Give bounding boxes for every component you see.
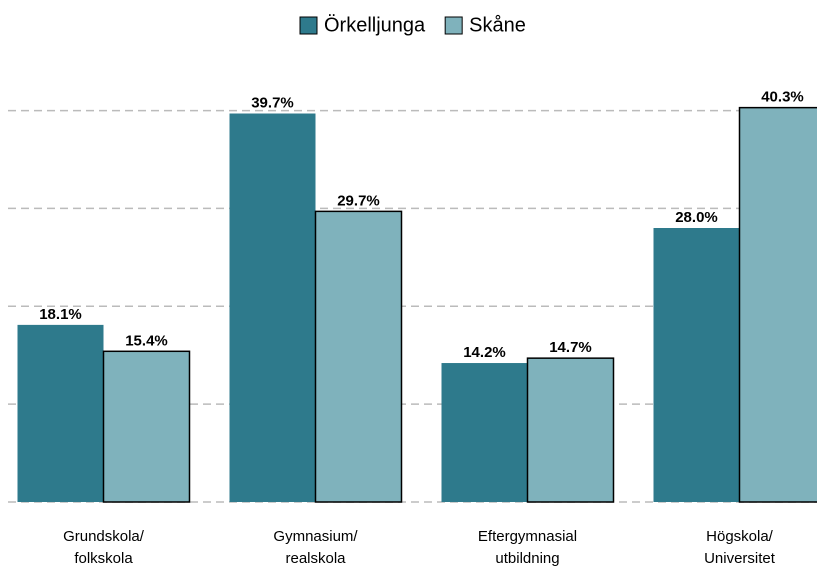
bar	[17, 324, 104, 502]
value-label: 14.7%	[549, 339, 592, 356]
legend-swatch	[299, 16, 318, 35]
x-tick-label: Grundskola/ folkskola	[63, 528, 144, 567]
bar	[441, 363, 528, 502]
bar	[102, 350, 191, 503]
value-label: 29.7%	[337, 192, 380, 209]
value-label: 28.0%	[675, 209, 718, 226]
legend-label: Örkelljunga	[324, 14, 426, 36]
value-label: 18.1%	[39, 306, 82, 323]
legend-label: Skåne	[469, 14, 526, 36]
bar	[653, 228, 740, 502]
value-label: 14.2%	[463, 344, 506, 361]
bar	[314, 210, 403, 503]
bar	[526, 357, 615, 503]
x-tick-label: Högskola/ Universitet	[704, 528, 775, 567]
bar	[229, 113, 316, 502]
value-label: 40.3%	[761, 89, 804, 106]
value-label: 15.4%	[125, 332, 168, 349]
value-label: 39.7%	[251, 94, 294, 111]
x-tick-label: Gymnasium/ realskola	[273, 528, 358, 567]
x-tick-label: Eftergymnasial utbildning	[477, 528, 578, 567]
bar	[738, 106, 817, 503]
legend-swatch	[444, 16, 463, 35]
